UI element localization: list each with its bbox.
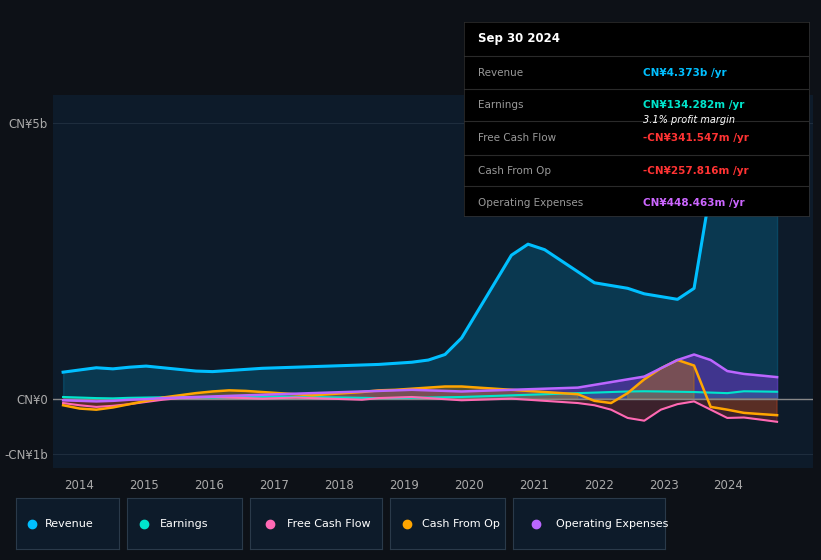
Text: CN¥448.463m /yr: CN¥448.463m /yr [643, 198, 745, 208]
Text: Free Cash Flow: Free Cash Flow [287, 519, 371, 529]
Text: Earnings: Earnings [159, 519, 208, 529]
Text: Free Cash Flow: Free Cash Flow [478, 133, 556, 143]
Text: Revenue: Revenue [45, 519, 94, 529]
Text: Cash From Op: Cash From Op [478, 166, 551, 176]
Text: Cash From Op: Cash From Op [422, 519, 500, 529]
Text: -CN¥341.547m /yr: -CN¥341.547m /yr [643, 133, 749, 143]
Text: Sep 30 2024: Sep 30 2024 [478, 32, 560, 45]
Text: Operating Expenses: Operating Expenses [556, 519, 668, 529]
Text: Operating Expenses: Operating Expenses [478, 198, 583, 208]
Text: -CN¥257.816m /yr: -CN¥257.816m /yr [643, 166, 749, 176]
Text: 3.1% profit margin: 3.1% profit margin [643, 115, 735, 125]
Text: Revenue: Revenue [478, 68, 523, 78]
Text: Earnings: Earnings [478, 100, 523, 110]
Text: CN¥134.282m /yr: CN¥134.282m /yr [643, 100, 745, 110]
Text: CN¥4.373b /yr: CN¥4.373b /yr [643, 68, 727, 78]
